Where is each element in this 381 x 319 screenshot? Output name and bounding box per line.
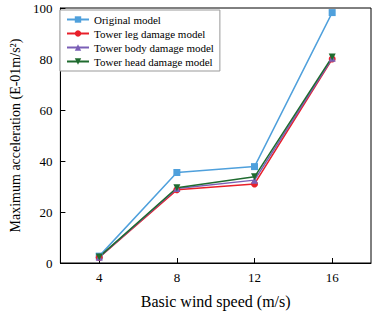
svg-text:Tower leg damage model: Tower leg damage model <box>94 28 205 40</box>
svg-text:8: 8 <box>174 270 181 285</box>
svg-text:60: 60 <box>39 103 52 118</box>
svg-text:Original model: Original model <box>94 14 161 26</box>
svg-text:Maximum acceleration (E-01m/s²: Maximum acceleration (E-01m/s²) <box>8 38 24 232</box>
svg-text:Tower body damage model: Tower body damage model <box>94 42 214 54</box>
svg-text:20: 20 <box>39 205 52 220</box>
svg-text:12: 12 <box>248 270 261 285</box>
svg-text:Basic wind speed (m/s): Basic wind speed (m/s) <box>141 293 291 311</box>
svg-text:100: 100 <box>33 1 53 16</box>
svg-text:Tower head damage model: Tower head damage model <box>94 56 213 68</box>
svg-text:16: 16 <box>326 270 340 285</box>
svg-text:4: 4 <box>96 270 103 285</box>
svg-text:0: 0 <box>46 256 53 271</box>
svg-text:40: 40 <box>39 154 52 169</box>
svg-text:80: 80 <box>39 52 52 67</box>
